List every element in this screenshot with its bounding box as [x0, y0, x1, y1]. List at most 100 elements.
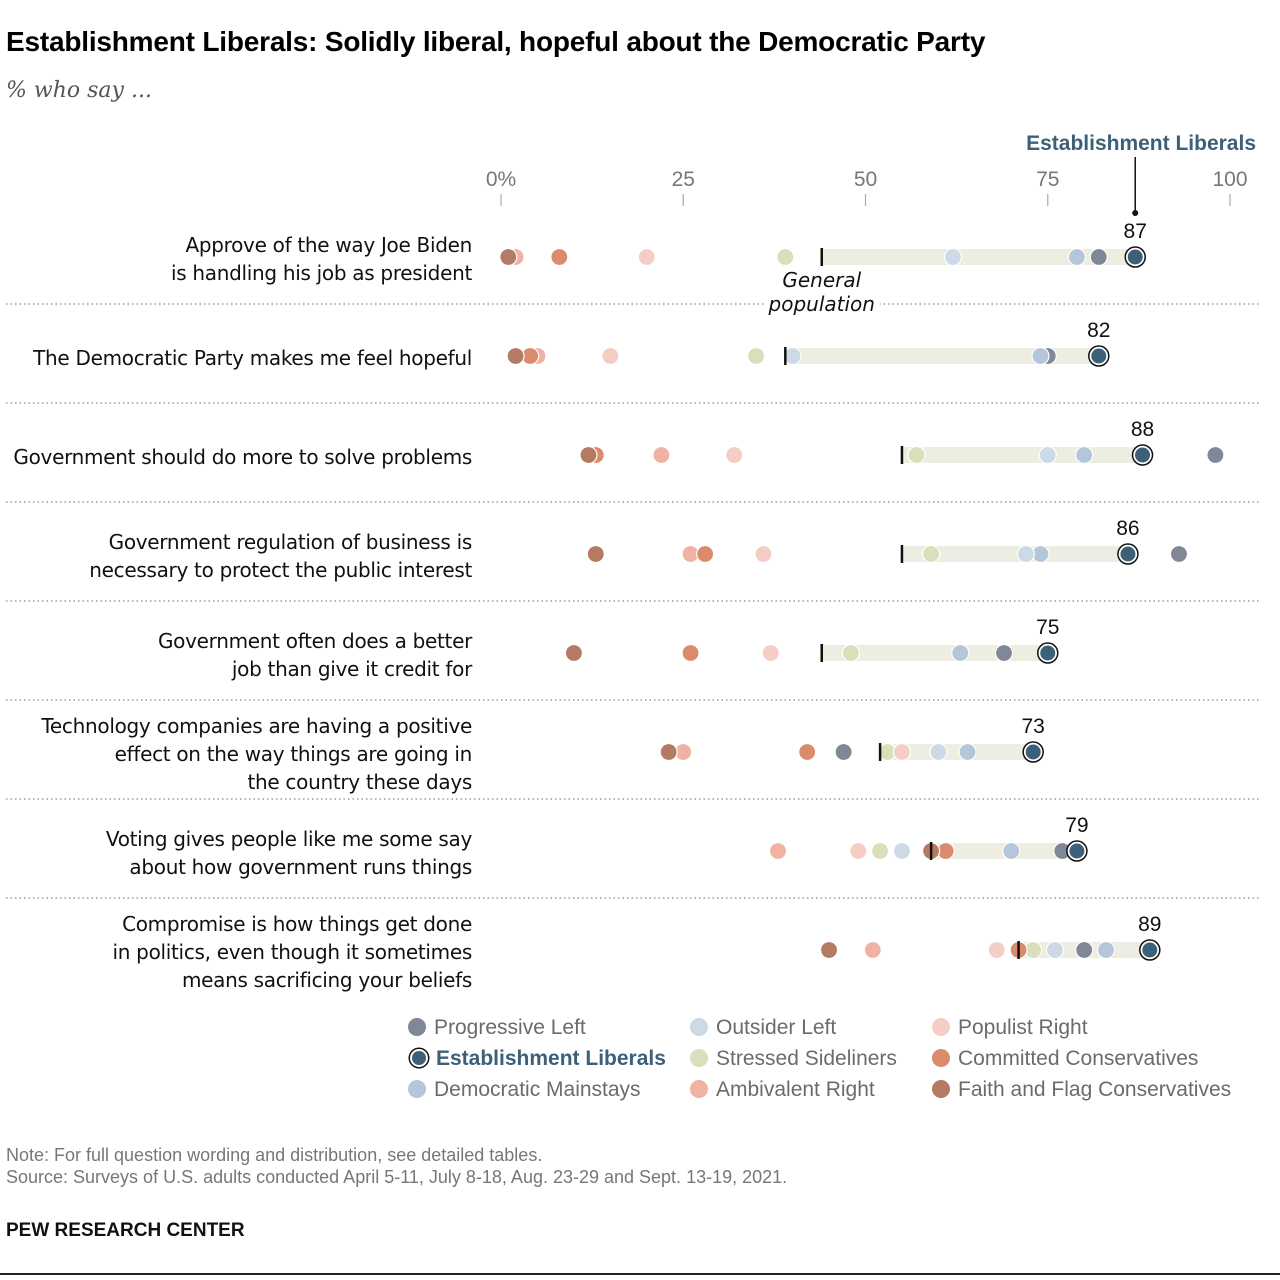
legend-item-faith-and-flag-conservatives: Faith and Flag Conservatives: [932, 1078, 1231, 1102]
dot-outsider-left: [1038, 445, 1057, 465]
legend-item-populist-right: Populist Right: [932, 1016, 1088, 1040]
dot-stressed-sideliners: [922, 544, 941, 564]
callout-leader-dot: [1132, 210, 1139, 216]
highlight-callout-label: Establishment Liberals: [1026, 132, 1256, 155]
brand-label: PEW RESEARCH CENTER: [6, 1220, 245, 1241]
gen-pop-to-highlight-bar: [821, 249, 1136, 265]
dot-establishment-liberals: [1127, 249, 1143, 265]
dot-establishment-liberals: [1040, 645, 1056, 661]
legend-label: Establishment Liberals: [436, 1047, 666, 1070]
dot-establishment-liberals: [1120, 546, 1136, 562]
legend-label: Stressed Sideliners: [716, 1047, 897, 1070]
dot-establishment-liberals: [1091, 348, 1107, 364]
row-label: Government regulation of business is nec…: [89, 530, 472, 582]
dot-faith-and-flag-conservatives: [819, 940, 839, 960]
dot-faith-and-flag-conservatives: [586, 544, 605, 564]
legend-swatch: [932, 1049, 950, 1067]
highlight-value-label: 88: [1131, 418, 1154, 441]
legend-swatch: [408, 1018, 426, 1036]
dot-committed-conservatives: [550, 247, 569, 267]
dot-outsider-left: [1016, 544, 1035, 564]
dot-outsider-left: [1045, 940, 1065, 960]
legend-swatch: [690, 1049, 708, 1067]
x-tick-label: 75: [1036, 168, 1059, 191]
legend-label: Ambivalent Right: [716, 1078, 875, 1101]
dot-stressed-sideliners: [870, 841, 890, 861]
legend-swatch: [408, 1080, 426, 1098]
legend-swatch: [932, 1018, 950, 1036]
dot-populist-right: [987, 940, 1006, 960]
dot-progressive-left: [994, 643, 1014, 663]
highlight-value-label: 82: [1087, 319, 1110, 342]
dot-populist-right: [849, 841, 868, 861]
legend-item-democratic-mainstays: Democratic Mainstays: [408, 1078, 641, 1102]
legend-swatch: [932, 1080, 950, 1098]
dot-stressed-sideliners: [841, 643, 861, 663]
dot-democratic-mainstays: [951, 643, 970, 663]
row-label: Voting gives people like me some say abo…: [105, 827, 472, 879]
row-label: Approve of the way Joe Biden is handling…: [170, 233, 472, 285]
dot-stressed-sideliners: [747, 346, 766, 366]
dot-committed-conservatives: [696, 544, 715, 564]
gen-pop-to-highlight-bar: [901, 546, 1128, 562]
dot-democratic-mainstays: [1031, 346, 1050, 366]
dot-progressive-left: [1206, 445, 1225, 465]
dot-stressed-sideliners: [776, 247, 795, 267]
legend-swatch: [690, 1080, 708, 1098]
row-label: Government often does a better job than …: [157, 629, 472, 681]
dot-democratic-mainstays: [958, 742, 977, 762]
x-tick-label: 0%: [486, 168, 516, 191]
dot-progressive-left: [1169, 544, 1189, 564]
x-tick-label: 25: [672, 168, 695, 191]
general-population-label: General: [782, 268, 861, 292]
gen-pop-to-highlight-bar: [901, 447, 1143, 463]
legend-item-establishment-liberals: Establishment Liberals: [408, 1047, 666, 1071]
dot-establishment-liberals: [1135, 447, 1151, 463]
dot-outsider-left: [943, 247, 963, 267]
dot-establishment-liberals: [1025, 744, 1041, 760]
chart-source: Source: Surveys of U.S. adults conducted…: [6, 1167, 788, 1187]
dot-democratic-mainstays: [1096, 940, 1116, 960]
legend-label: Democratic Mainstays: [434, 1078, 641, 1101]
dot-outsider-left: [892, 841, 912, 861]
highlight-value-label: 86: [1116, 517, 1139, 540]
legend-item-stressed-sideliners: Stressed Sideliners: [690, 1047, 897, 1071]
dot-progressive-left: [1089, 247, 1108, 267]
legend-label: Committed Conservatives: [958, 1047, 1199, 1070]
dot-committed-conservatives: [681, 643, 700, 663]
gen-pop-to-highlight-bar: [880, 744, 1034, 760]
legend-label: Progressive Left: [434, 1016, 586, 1039]
gen-pop-to-highlight-bar: [785, 348, 1099, 364]
dot-progressive-left: [1075, 940, 1094, 960]
dot-populist-right: [725, 445, 744, 465]
row-label: Government should do more to solve probl…: [13, 445, 472, 469]
dot-democratic-mainstays: [1002, 841, 1021, 861]
dot-populist-right: [892, 742, 912, 762]
dot-faith-and-flag-conservatives: [659, 742, 678, 762]
highlight-value-label: 79: [1065, 814, 1088, 837]
dot-stressed-sideliners: [907, 445, 926, 465]
legend-swatch: [410, 1049, 428, 1067]
dot-outsider-left: [929, 742, 948, 762]
chart-subtitle: % who say ...: [6, 78, 152, 103]
dot-establishment-liberals: [1069, 843, 1085, 859]
legend-label: Faith and Flag Conservatives: [958, 1078, 1232, 1101]
legend-label: Populist Right: [958, 1016, 1088, 1039]
row-label: The Democratic Party makes me feel hopef…: [33, 346, 472, 370]
x-tick-label: 50: [854, 168, 877, 191]
dot-ambivalent-right: [652, 445, 671, 465]
dot-outsider-left: [783, 346, 802, 366]
dot-faith-and-flag-conservatives: [506, 346, 525, 366]
row-label: Technology companies are having a positi…: [41, 714, 472, 794]
legend-label: Outsider Left: [716, 1016, 837, 1039]
chart-note: Note: For full question wording and dist…: [6, 1145, 543, 1165]
gen-pop-to-highlight-bar: [821, 645, 1048, 661]
highlight-value-label: 75: [1036, 616, 1059, 639]
highlight-value-label: 87: [1124, 220, 1147, 243]
dot-faith-and-flag-conservatives: [499, 247, 518, 267]
dot-ambivalent-right: [768, 841, 788, 861]
dot-democratic-mainstays: [1075, 445, 1094, 465]
label-background: [763, 294, 880, 314]
dot-plot-chart: 0% 25 50 75 100 Establishment Liberals 87 82 88 8…: [6, 132, 1260, 961]
highlight-value-label: 89: [1138, 913, 1161, 936]
